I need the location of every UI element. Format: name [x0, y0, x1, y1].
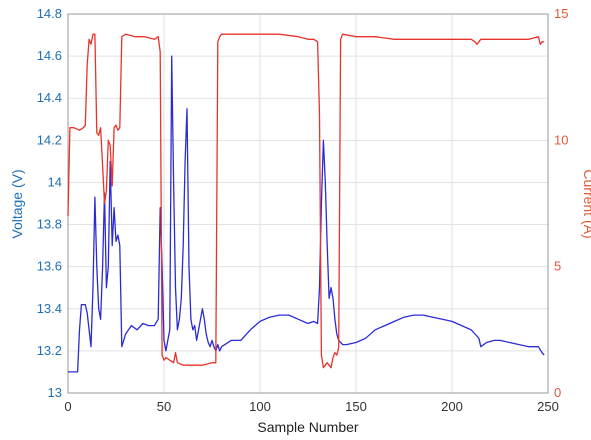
- left-axis-label: Voltage (V): [9, 169, 25, 238]
- x-tick-label-4: 200: [441, 399, 463, 414]
- x-tick-label-0: 0: [64, 399, 71, 414]
- right-tick-label-0: 0: [554, 385, 561, 400]
- left-tick-label-2: 13.4: [37, 301, 62, 316]
- x-tick-label-3: 150: [345, 399, 367, 414]
- x-tick-label-1: 50: [157, 399, 171, 414]
- right-tick-label-3: 15: [554, 6, 568, 21]
- x-tick-label-5: 250: [537, 399, 559, 414]
- left-tick-label-7: 14.4: [37, 90, 62, 105]
- series-group: [67, 33, 545, 373]
- left-tick-label-6: 14.2: [37, 132, 62, 147]
- tick-labels: 0 50 100 150 200 2501313.213.413.613.81414.21…: [37, 6, 569, 414]
- right-axis-label: Current (A): [581, 169, 591, 238]
- right-tick-label-2: 10: [554, 132, 568, 147]
- x-tick-label-2: 100: [249, 399, 271, 414]
- left-tick-label-3: 13.6: [37, 259, 62, 274]
- left-tick-label-8: 14.6: [37, 48, 62, 63]
- grid-lines: [67, 13, 549, 394]
- voltage-series-line: [68, 55, 545, 373]
- left-tick-label-9: 14.8: [37, 6, 62, 21]
- right-tick-label-1: 5: [554, 259, 561, 274]
- left-tick-label-5: 14: [48, 174, 62, 189]
- plot-frame: [67, 13, 549, 394]
- x-axis-label: Sample Number: [257, 419, 358, 435]
- left-tick-label-1: 13.2: [37, 343, 62, 358]
- left-tick-label-0: 13: [48, 385, 62, 400]
- left-tick-label-4: 13.8: [37, 217, 62, 232]
- current-series-line: [67, 33, 545, 369]
